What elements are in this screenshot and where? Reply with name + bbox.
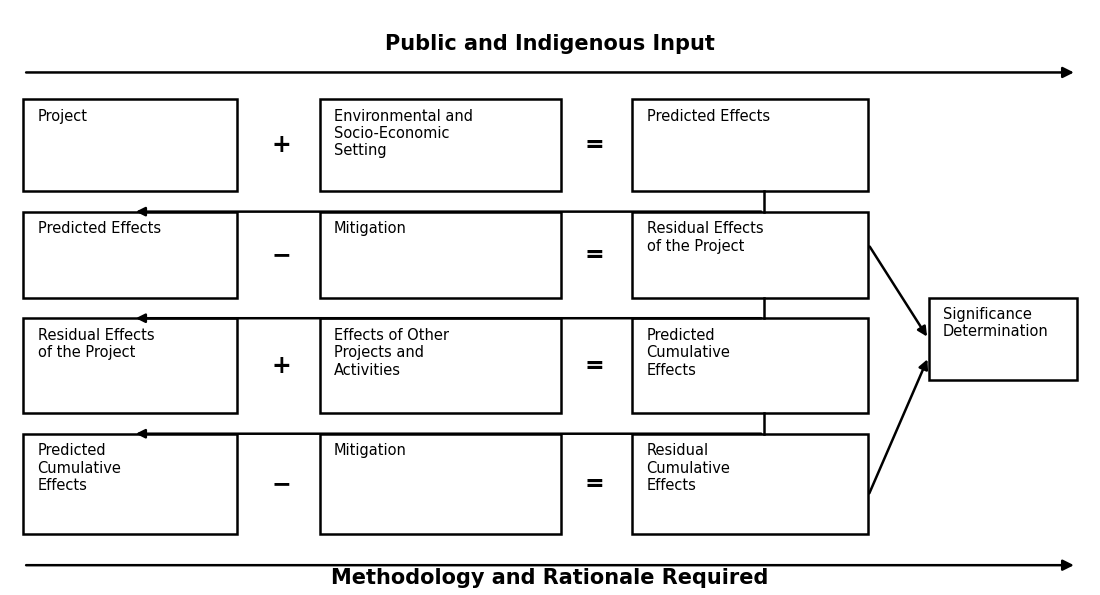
FancyBboxPatch shape <box>23 318 238 413</box>
FancyBboxPatch shape <box>320 212 561 298</box>
Text: =: = <box>584 243 604 267</box>
Text: −: − <box>272 243 292 267</box>
FancyBboxPatch shape <box>320 99 561 191</box>
Text: =: = <box>584 133 604 157</box>
Text: Residual Effects
of the Project: Residual Effects of the Project <box>37 328 154 360</box>
Text: Mitigation: Mitigation <box>333 221 407 236</box>
Text: Environmental and
Socio-Economic
Setting: Environmental and Socio-Economic Setting <box>333 108 473 158</box>
Text: Predicted
Cumulative
Effects: Predicted Cumulative Effects <box>647 328 730 377</box>
FancyBboxPatch shape <box>632 434 868 534</box>
Text: Residual Effects
of the Project: Residual Effects of the Project <box>647 221 763 253</box>
Text: Predicted
Cumulative
Effects: Predicted Cumulative Effects <box>37 443 121 493</box>
Text: Methodology and Rationale Required: Methodology and Rationale Required <box>331 568 769 588</box>
Text: =: = <box>584 353 604 378</box>
Text: Project: Project <box>37 108 88 124</box>
FancyBboxPatch shape <box>320 318 561 413</box>
Text: +: + <box>272 353 292 378</box>
Text: Significance
Determination: Significance Determination <box>943 307 1048 339</box>
FancyBboxPatch shape <box>320 434 561 534</box>
Text: =: = <box>584 472 604 496</box>
FancyBboxPatch shape <box>23 99 238 191</box>
FancyBboxPatch shape <box>23 434 238 534</box>
Text: Residual
Cumulative
Effects: Residual Cumulative Effects <box>647 443 730 493</box>
Text: Public and Indigenous Input: Public and Indigenous Input <box>385 34 715 54</box>
Text: Predicted Effects: Predicted Effects <box>647 108 770 124</box>
Text: Predicted Effects: Predicted Effects <box>37 221 161 236</box>
FancyBboxPatch shape <box>632 99 868 191</box>
Text: Effects of Other
Projects and
Activities: Effects of Other Projects and Activities <box>333 328 449 377</box>
FancyBboxPatch shape <box>632 318 868 413</box>
FancyBboxPatch shape <box>632 212 868 298</box>
Text: Mitigation: Mitigation <box>333 443 407 458</box>
Text: −: − <box>272 472 292 496</box>
Text: +: + <box>272 133 292 157</box>
FancyBboxPatch shape <box>928 298 1077 380</box>
FancyBboxPatch shape <box>23 212 238 298</box>
